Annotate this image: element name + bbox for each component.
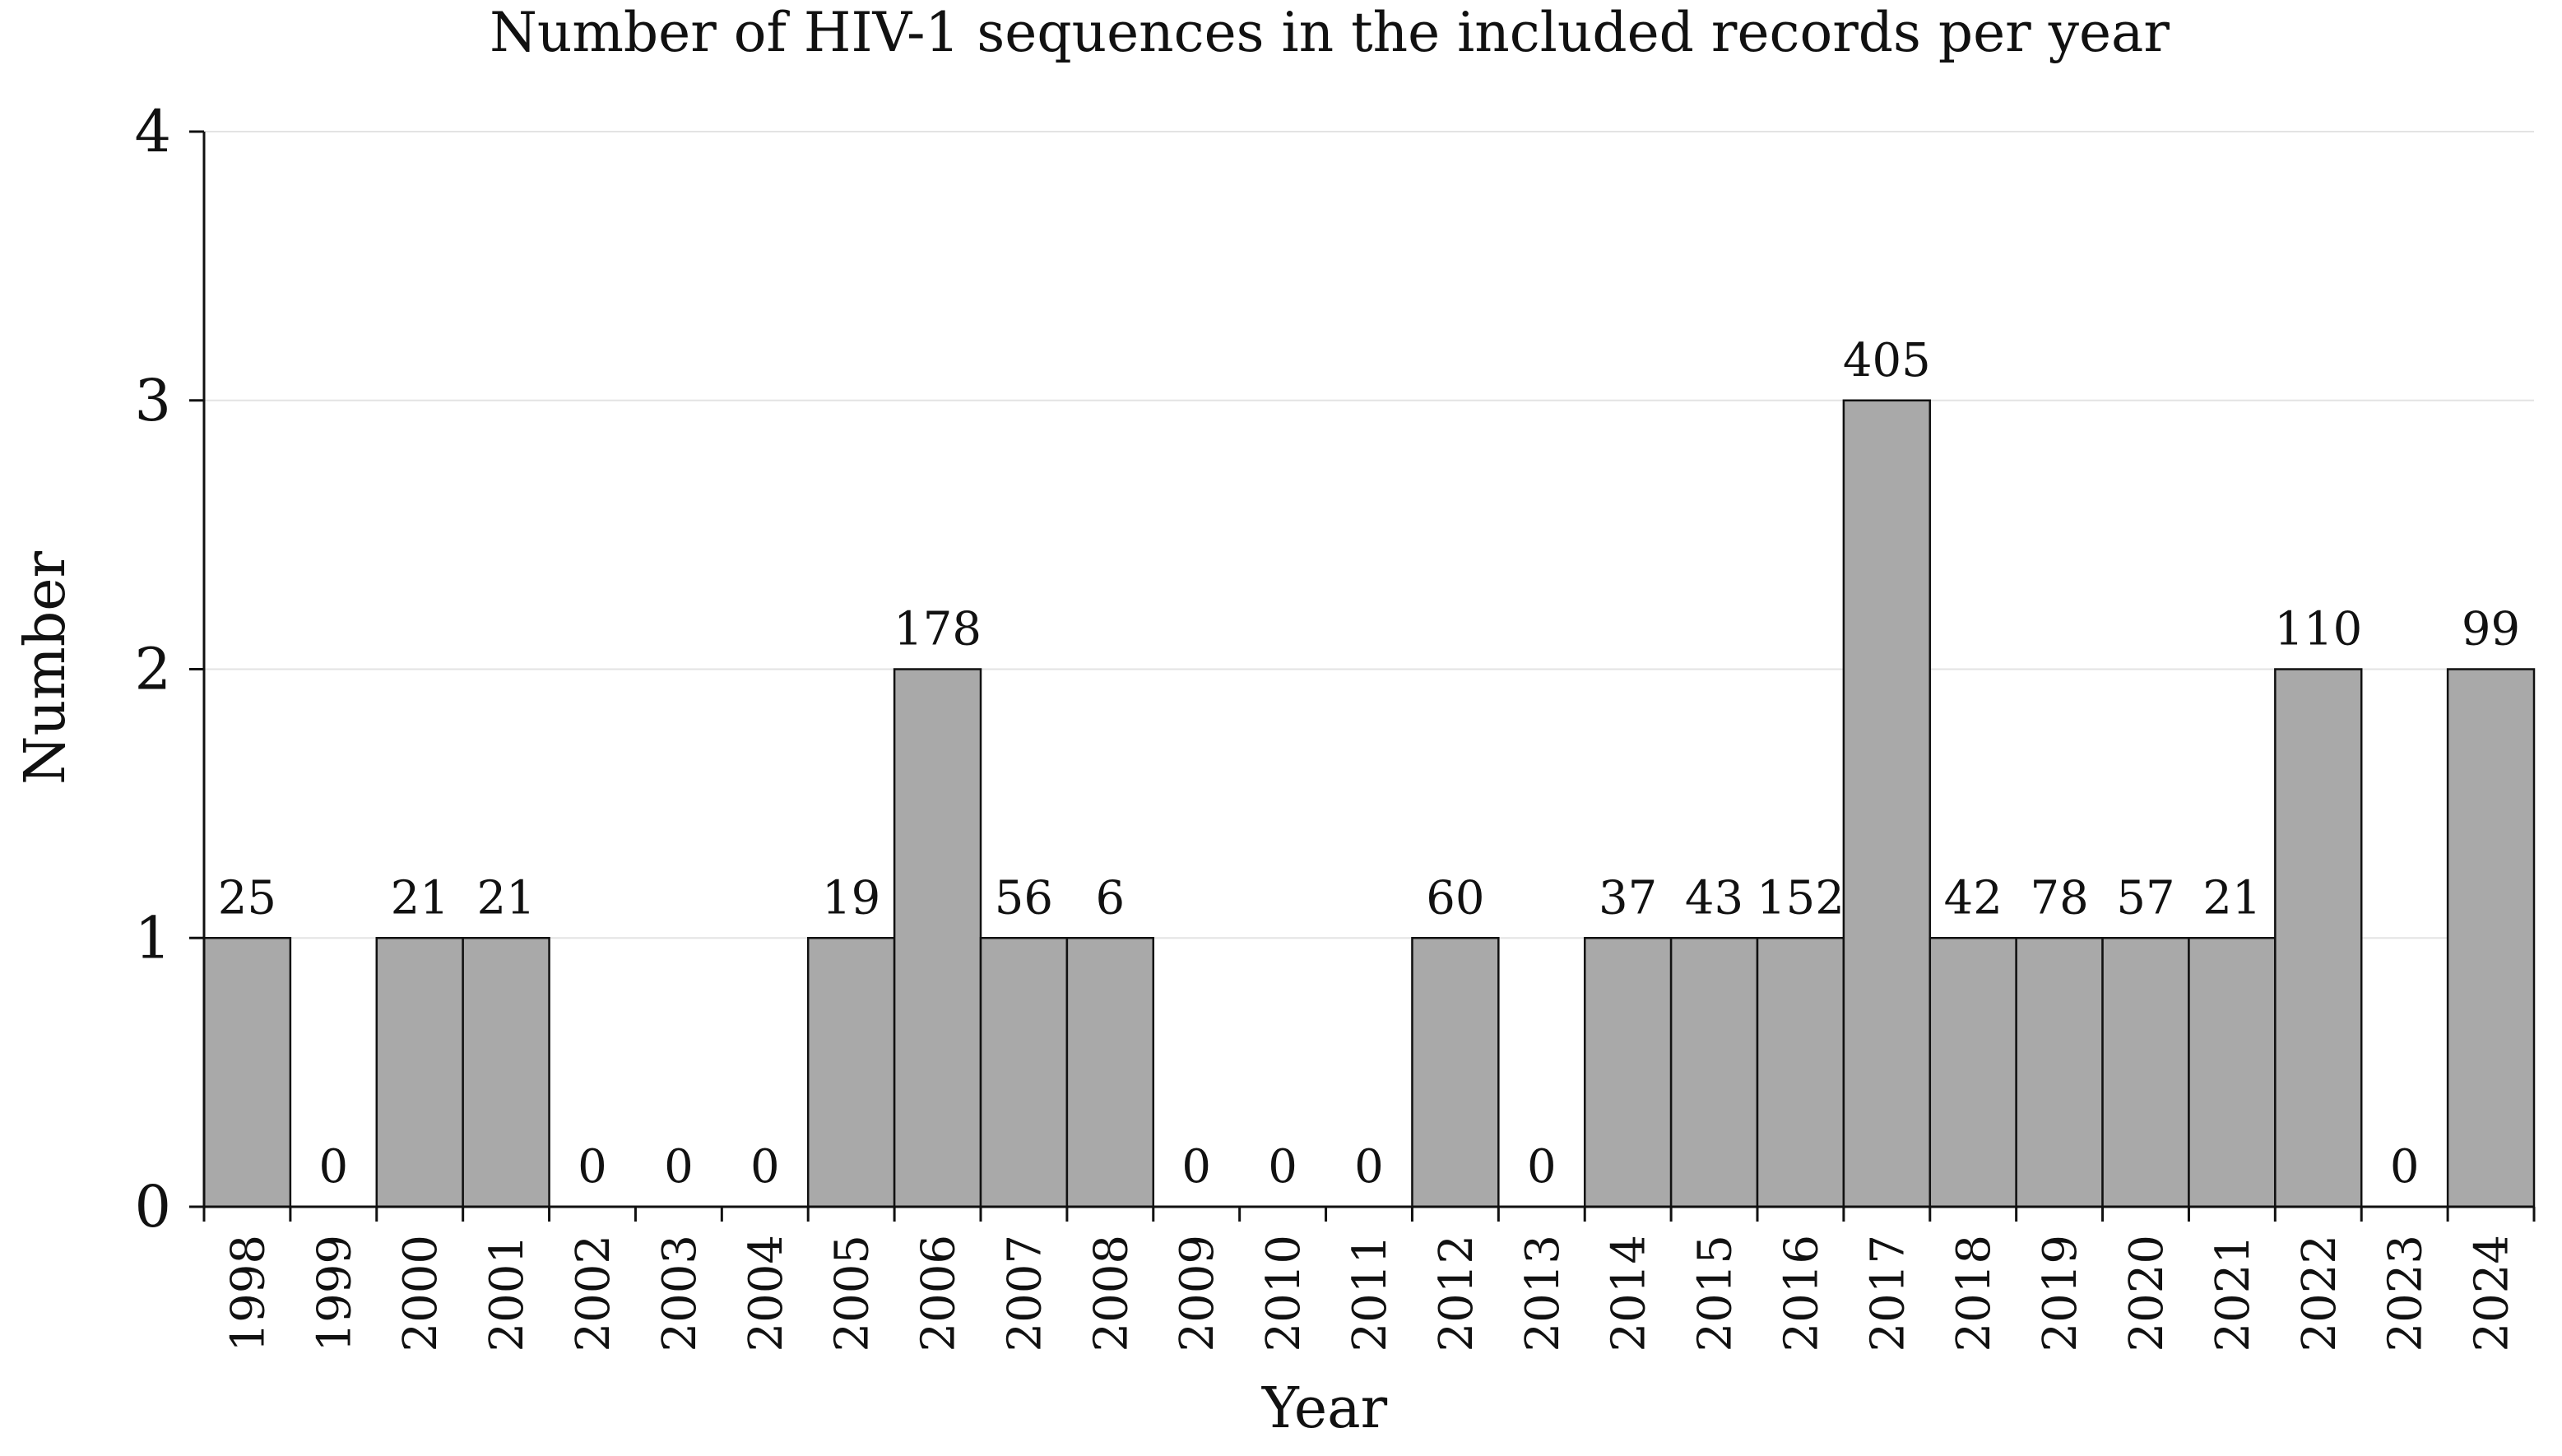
- bar-2021: [2188, 937, 2277, 1208]
- data-label-2014: 37: [1599, 871, 1657, 925]
- bar-2015: [1669, 937, 1759, 1208]
- data-label-2010: 0: [1268, 1140, 1297, 1194]
- y-tick-label-2: 2: [134, 636, 171, 703]
- bar-2000: [375, 937, 464, 1208]
- data-label-2003: 0: [664, 1140, 694, 1194]
- data-label-1998: 25: [218, 871, 276, 925]
- x-tick-label-2014: 2014: [1603, 1235, 1656, 1352]
- axes: [189, 130, 2536, 1222]
- data-label-2004: 0: [750, 1140, 780, 1194]
- x-tick-label-2016: 2016: [1775, 1235, 1828, 1352]
- bar-2017: [1842, 399, 1932, 1208]
- x-tick-label-2017: 2017: [1861, 1235, 1915, 1352]
- bar-1998: [202, 937, 292, 1208]
- data-label-2002: 0: [578, 1140, 607, 1194]
- data-label-2023: 0: [2390, 1140, 2420, 1194]
- x-tick-label-2022: 2022: [2293, 1235, 2346, 1352]
- bars: [202, 399, 2536, 1208]
- x-tick-label-2024: 2024: [2466, 1235, 2519, 1352]
- x-tick-label-2021: 2021: [2207, 1235, 2260, 1352]
- data-label-1999: 0: [319, 1140, 349, 1194]
- x-tick-label-2005: 2005: [826, 1235, 880, 1352]
- x-tick-label-2006: 2006: [912, 1235, 966, 1352]
- data-label-2024: 99: [2462, 603, 2520, 656]
- x-tick-label-2003: 2003: [653, 1235, 707, 1352]
- bar-2024: [2446, 668, 2536, 1208]
- y-axis-title: Number: [13, 550, 78, 785]
- x-tick-label-2019: 2019: [2034, 1235, 2087, 1352]
- data-label-2017: 405: [1843, 334, 1931, 387]
- data-label-2019: 78: [2030, 871, 2088, 925]
- bar-2012: [1411, 937, 1500, 1208]
- bar-2001: [462, 937, 550, 1208]
- bar-2014: [1583, 937, 1673, 1208]
- bar-2006: [893, 668, 982, 1208]
- y-tick-label-0: 0: [134, 1173, 171, 1240]
- data-label-2013: 0: [1527, 1140, 1557, 1194]
- bar-2016: [1756, 937, 1845, 1208]
- x-tick-label-1998: 1998: [221, 1235, 275, 1352]
- data-label-2012: 60: [1426, 871, 1484, 925]
- data-label-2001: 21: [476, 871, 535, 925]
- x-tick-label-2008: 2008: [1084, 1235, 1138, 1352]
- data-label-2007: 56: [995, 871, 1053, 925]
- data-label-2009: 0: [1181, 1140, 1211, 1194]
- data-label-2020: 57: [2116, 871, 2174, 925]
- y-tick-label-3: 3: [134, 367, 171, 434]
- x-tick-label-2004: 2004: [740, 1235, 793, 1352]
- x-tick-label-2007: 2007: [998, 1235, 1051, 1352]
- x-tick-label-2013: 2013: [1516, 1235, 1570, 1352]
- x-tick-label-2020: 2020: [2120, 1235, 2174, 1352]
- data-label-2016: 152: [1757, 871, 1845, 925]
- x-axis-title: Year: [1261, 1376, 1388, 1441]
- bar-2020: [2101, 937, 2190, 1208]
- x-tick-label-1999: 1999: [308, 1235, 361, 1352]
- chart-title: Number of HIV-1 sequences in the include…: [490, 1, 2170, 64]
- y-tick-label-4: 4: [134, 98, 171, 165]
- x-tick-labels: 1998 1999 2000 2001 2002 2003 2004 2005 2006 2007…: [221, 1235, 2518, 1352]
- bar-2022: [2274, 668, 2363, 1208]
- bar-2018: [1928, 937, 2017, 1208]
- data-label-2021: 21: [2202, 871, 2261, 925]
- data-label-2008: 6: [1096, 871, 1126, 925]
- x-tick-label-2009: 2009: [1171, 1235, 1224, 1352]
- bar-2019: [2015, 937, 2104, 1208]
- x-tick-label-2023: 2023: [2379, 1235, 2433, 1352]
- data-label-2000: 21: [391, 871, 449, 925]
- data-label-2018: 42: [1944, 871, 2003, 925]
- gridlines: [204, 131, 2534, 939]
- x-tick-label-2011: 2011: [1344, 1235, 1397, 1352]
- x-tick-label-2012: 2012: [1430, 1235, 1483, 1352]
- data-label-2005: 19: [822, 871, 880, 925]
- x-tick-label-2002: 2002: [567, 1235, 620, 1352]
- bar-2007: [979, 937, 1069, 1208]
- data-label-2011: 0: [1354, 1140, 1384, 1194]
- y-tick-labels: 0 1 2 3 4: [134, 98, 171, 1240]
- data-label-2006: 178: [893, 603, 982, 656]
- x-tick-label-2000: 2000: [394, 1235, 448, 1352]
- x-tick-label-2018: 2018: [1947, 1235, 2001, 1352]
- y-tick-label-1: 1: [134, 904, 171, 971]
- data-label-2015: 43: [1685, 871, 1743, 925]
- bar-2005: [806, 937, 896, 1208]
- x-tick-label-2010: 2010: [1257, 1235, 1311, 1352]
- x-tick-label-2001: 2001: [480, 1235, 534, 1352]
- x-tick-label-2015: 2015: [1689, 1235, 1743, 1352]
- data-label-2022: 110: [2274, 603, 2362, 656]
- bar-2008: [1065, 937, 1155, 1208]
